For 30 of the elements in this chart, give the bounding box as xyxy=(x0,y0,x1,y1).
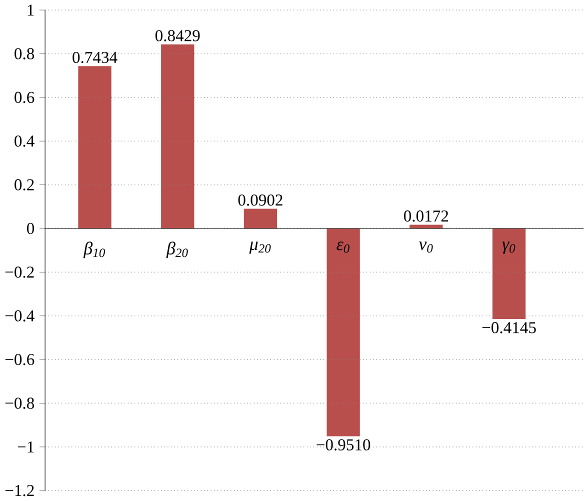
bar xyxy=(492,228,526,320)
x-tick-label: μ$_{20}$ xyxy=(249,242,271,254)
y-tick-label: −0.2 xyxy=(5,266,34,278)
y-tick-label: 0.6 xyxy=(14,92,34,104)
x-tick-label: β$_{20}$ xyxy=(166,242,188,258)
y-tick-label: −0.8 xyxy=(5,398,34,409)
x-tick-label: γ$_{0}$ xyxy=(502,242,516,254)
y-tick-label: −1 xyxy=(18,442,34,452)
bar xyxy=(78,66,112,229)
y-tick-label: −1.2 xyxy=(5,485,34,496)
x-tick-label: ν$_{0}$ xyxy=(418,242,433,253)
y-tick-label: −0.4 xyxy=(5,310,34,322)
bar xyxy=(326,228,360,436)
y-tick-label: 0 xyxy=(27,222,34,234)
data-label: −0.4145 xyxy=(482,322,536,334)
bar xyxy=(410,224,443,229)
bar xyxy=(244,208,278,229)
data-label: 0.8429 xyxy=(155,30,200,42)
y-tick-label: −0.6 xyxy=(5,354,34,366)
data-label: 0.0172 xyxy=(404,210,448,222)
y-tick-label: 0.2 xyxy=(14,179,34,191)
data-label: −0.9510 xyxy=(316,439,370,451)
y-tick-label: 0.4 xyxy=(14,136,34,147)
y-tick-label: 1 xyxy=(28,4,34,16)
y-tick-label: 0.8 xyxy=(14,48,34,60)
bar xyxy=(161,44,194,229)
x-tick-label: β$_{10}$ xyxy=(83,242,106,258)
data-label: 0.0902 xyxy=(238,194,282,206)
x-tick-label: ε$_{0}$ xyxy=(336,242,350,253)
data-label: 0.7434 xyxy=(72,52,118,64)
